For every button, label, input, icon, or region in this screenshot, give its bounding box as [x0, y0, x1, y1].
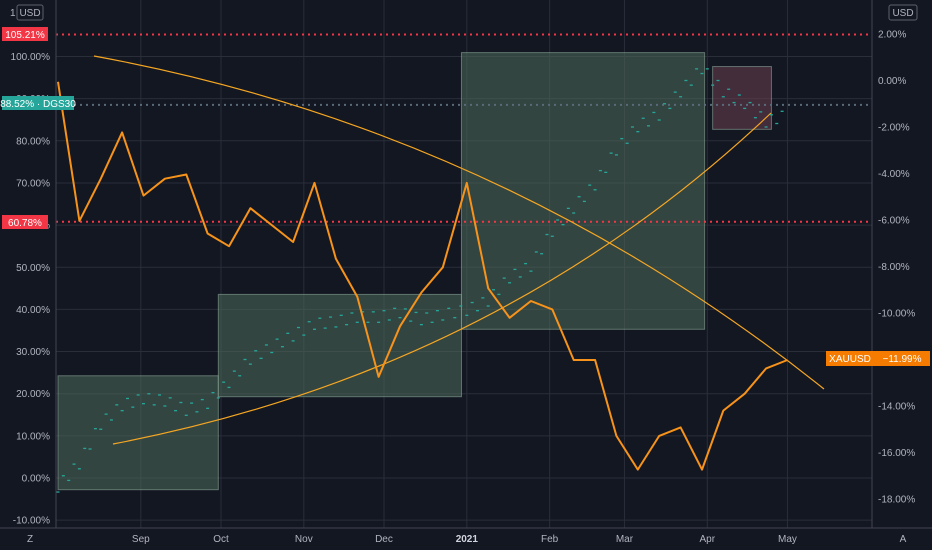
red-top-badge-label: 105.21%: [5, 30, 45, 41]
right-tick-label: -14.00%: [878, 402, 915, 413]
left-tick-label: 100.00%: [11, 52, 51, 63]
right-tick-label: -16.00%: [878, 448, 915, 459]
corner-left-label[interactable]: Z: [27, 534, 33, 545]
box-layer: [57, 52, 772, 491]
x-tick-label: Oct: [213, 534, 229, 545]
left-tick-label: 0.00%: [22, 474, 50, 485]
right-tick-label: 0.00%: [878, 76, 906, 87]
x-tick-label: Nov: [295, 534, 313, 545]
left-tick-label: 10.00%: [16, 431, 50, 442]
right-tick-label: -8.00%: [878, 262, 910, 273]
xauusd-value-badge-label: −11.99%: [882, 354, 921, 365]
xauusd-value-badge: [874, 351, 930, 366]
x-axis-ticks: Sep Oct Nov Dec 2021 Feb Mar Apr May: [132, 534, 797, 545]
red-top-badge: [2, 27, 48, 41]
right-unit-label: USD: [892, 8, 913, 19]
red-mid-badge-label: 60.78%: [8, 218, 42, 229]
x-tick-label: Dec: [375, 534, 393, 545]
curve-descending[interactable]: [93, 55, 825, 390]
x-tick-label: Mar: [616, 534, 634, 545]
left-tick-label: 30.00%: [16, 347, 50, 358]
range-box-4[interactable]: [712, 66, 772, 130]
curve-ascending[interactable]: [112, 112, 772, 445]
right-unit-box[interactable]: [888, 4, 918, 21]
x-tick-label: May: [778, 534, 797, 545]
dgs30-badge: [2, 96, 74, 110]
range-box-3[interactable]: [460, 52, 706, 330]
corner-right-label[interactable]: A: [900, 534, 907, 545]
dgs30-badge-label: 88.52% · DGS30: [0, 99, 76, 110]
x-tick-label: Apr: [700, 534, 716, 545]
xauusd-name-badge: [826, 351, 874, 366]
range-box-1[interactable]: [57, 375, 219, 491]
dgs30-series: [56, 68, 784, 493]
right-tick-label: -6.00%: [878, 216, 910, 227]
left-tick-label: 40.00%: [16, 305, 50, 316]
left-tick-label: -10.00%: [13, 516, 50, 527]
xauusd-series: [57, 81, 788, 471]
curve-layer: [93, 55, 825, 445]
left-tick-label: 80.00%: [16, 136, 50, 147]
red-mid-badge: [2, 215, 48, 229]
left-unit-label: USD: [19, 8, 40, 19]
level-layer: [56, 33, 872, 223]
badge-layer: 105.21% 60.78% 88.52% · DGS30 XAUUSD −11…: [0, 27, 930, 366]
left-axis-top-stub: 1: [10, 8, 16, 19]
right-tick-label: -2.00%: [878, 123, 910, 134]
x-tick-label: Feb: [541, 534, 559, 545]
x-tick-label: 2021: [456, 534, 479, 545]
right-tick-label: -18.00%: [878, 495, 915, 506]
left-tick-label: 70.00%: [16, 178, 50, 189]
left-tick-label: 50.00%: [16, 263, 50, 274]
xauusd-name-badge-label: XAUUSD: [829, 354, 871, 365]
right-tick-label: -4.00%: [878, 169, 910, 180]
left-tick-label: 20.00%: [16, 389, 50, 400]
x-tick-label: Sep: [132, 534, 150, 545]
right-tick-label: 2.00%: [878, 30, 906, 41]
right-tick-label: -10.00%: [878, 309, 915, 320]
left-unit-box[interactable]: [16, 4, 44, 21]
range-box-2[interactable]: [217, 293, 462, 398]
